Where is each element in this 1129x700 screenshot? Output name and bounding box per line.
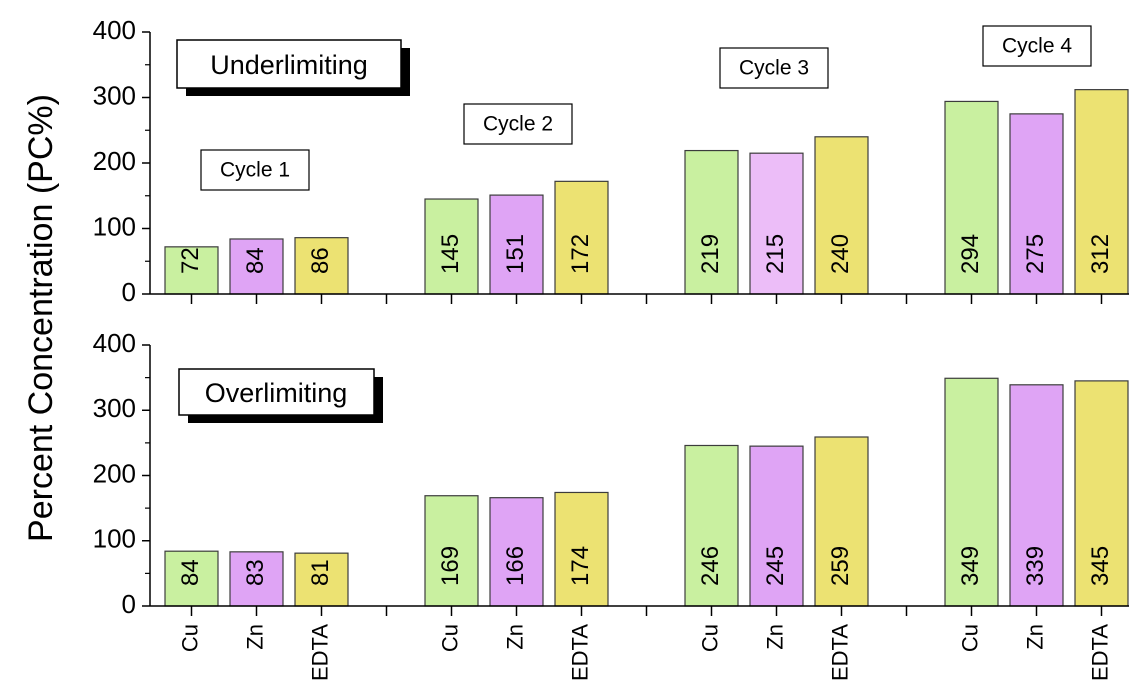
y-tick-label: 200 xyxy=(93,146,136,176)
bar-value-label: 84 xyxy=(177,559,204,586)
bar-cu-cycle-3-over xyxy=(684,444,739,607)
bar-zn-cycle-3-over xyxy=(749,445,804,607)
x-category-label: Zn xyxy=(762,624,787,650)
bar-value-label: 339 xyxy=(1022,546,1049,586)
bar-edta-cycle-4-over xyxy=(1074,380,1129,607)
bar-value-label: 294 xyxy=(957,234,984,274)
bar-value-label: 84 xyxy=(242,247,269,274)
overlimiting-panel: 84 83 81 169 166 174 246 245 259 349 339 345 0 100 20… xyxy=(93,328,1129,619)
bar-cu-cycle-4-under xyxy=(944,100,999,295)
y-tick-label: 300 xyxy=(93,393,136,423)
bar-value-label: 215 xyxy=(762,234,789,274)
bar-cu-cycle-1-over xyxy=(164,550,219,607)
cycle-label-text: Cycle 4 xyxy=(1002,35,1072,58)
bar-cu-cycle-2-over xyxy=(424,495,479,607)
bar-value-label: 169 xyxy=(437,546,464,586)
cycle-label-text: Cycle 3 xyxy=(739,57,809,80)
x-category-label: Zn xyxy=(502,624,527,650)
bar-value-label: 245 xyxy=(762,546,789,586)
cycle-label-4: Cycle 4 xyxy=(982,25,1092,67)
bar-value-label: 345 xyxy=(1087,546,1114,586)
bar-value-label: 145 xyxy=(437,234,464,274)
x-category-label: Zn xyxy=(242,624,267,650)
cycle-label-text: Cycle 2 xyxy=(483,113,553,136)
overlimiting-banner: Overlimiting xyxy=(178,368,383,423)
bar-zn-cycle-3-under xyxy=(749,152,804,295)
underlimiting-panel: 72 84 86 145 151 172 219 215 240 294 275 312 0 100 20… xyxy=(93,15,1129,307)
x-category-label: EDTA xyxy=(827,624,852,681)
underlimiting-title: Underlimiting xyxy=(210,50,368,80)
bar-edta-cycle-2-over xyxy=(554,491,609,607)
bar-edta-cycle-2-under xyxy=(554,180,609,295)
bar-value-label: 312 xyxy=(1087,234,1114,274)
x-category-label: EDTA xyxy=(567,624,592,681)
x-category-label: Cu xyxy=(177,624,202,652)
bar-value-label: 166 xyxy=(502,546,529,586)
y-tick-label: 400 xyxy=(93,15,136,45)
x-category-label: Zn xyxy=(1022,624,1047,650)
x-category-label: Cu xyxy=(437,624,462,652)
y-tick-label: 300 xyxy=(93,80,136,110)
bar-edta-cycle-4-under xyxy=(1074,89,1129,295)
bar-value-label: 81 xyxy=(307,559,334,586)
cycle-label-2: Cycle 2 xyxy=(463,103,573,145)
bar-cu-cycle-2-under xyxy=(424,198,479,295)
y-tick-label: 100 xyxy=(93,211,136,241)
y-tick-label: 0 xyxy=(122,589,136,619)
bar-zn-cycle-4-over xyxy=(1009,384,1064,607)
bar-value-label: 259 xyxy=(827,546,854,586)
bar-value-label: 246 xyxy=(697,546,724,586)
y-tick-label: 100 xyxy=(93,524,136,554)
bar-value-label: 172 xyxy=(567,234,594,274)
y-tick-label: 0 xyxy=(122,277,136,307)
underlimiting-banner: Underlimiting xyxy=(176,39,410,96)
x-category-label: Cu xyxy=(697,624,722,652)
cycle-label-1: Cycle 1 xyxy=(200,149,310,191)
bar-value-label: 83 xyxy=(242,559,269,586)
x-category-label: EDTA xyxy=(1087,624,1112,681)
bar-value-label: 240 xyxy=(827,234,854,274)
overlimiting-title: Overlimiting xyxy=(205,378,348,408)
bar-edta-cycle-3-over xyxy=(814,436,869,607)
bar-value-label: 151 xyxy=(502,234,529,274)
bar-value-label: 275 xyxy=(1022,234,1049,274)
y-axis-label: Percent Concentration (PC%) xyxy=(22,94,60,542)
y-tick-label: 400 xyxy=(93,328,136,358)
bar-value-label: 349 xyxy=(957,546,984,586)
bar-cu-cycle-1-under xyxy=(164,246,219,295)
bar-value-label: 174 xyxy=(567,546,594,586)
x-category-label: Cu xyxy=(957,624,982,652)
cycle-label-3: Cycle 3 xyxy=(719,47,829,89)
bar-value-label: 219 xyxy=(697,234,724,274)
cycle-label-text: Cycle 1 xyxy=(220,159,290,182)
bar-zn-cycle-1-over xyxy=(229,551,284,607)
bar-value-label: 86 xyxy=(307,247,334,274)
bar-zn-cycle-1-under xyxy=(229,238,284,295)
y-tick-label: 200 xyxy=(93,458,136,488)
x-category-label: EDTA xyxy=(307,624,332,681)
bar-zn-cycle-2-over xyxy=(489,497,544,607)
bar-zn-cycle-4-under xyxy=(1009,113,1064,295)
bar-value-label: 72 xyxy=(177,247,204,274)
bar-edta-cycle-1-over xyxy=(294,552,349,607)
category-labels: Cu Zn EDTA Cu Zn EDTA Cu Zn EDTA Cu Zn EDTA xyxy=(177,624,1112,681)
